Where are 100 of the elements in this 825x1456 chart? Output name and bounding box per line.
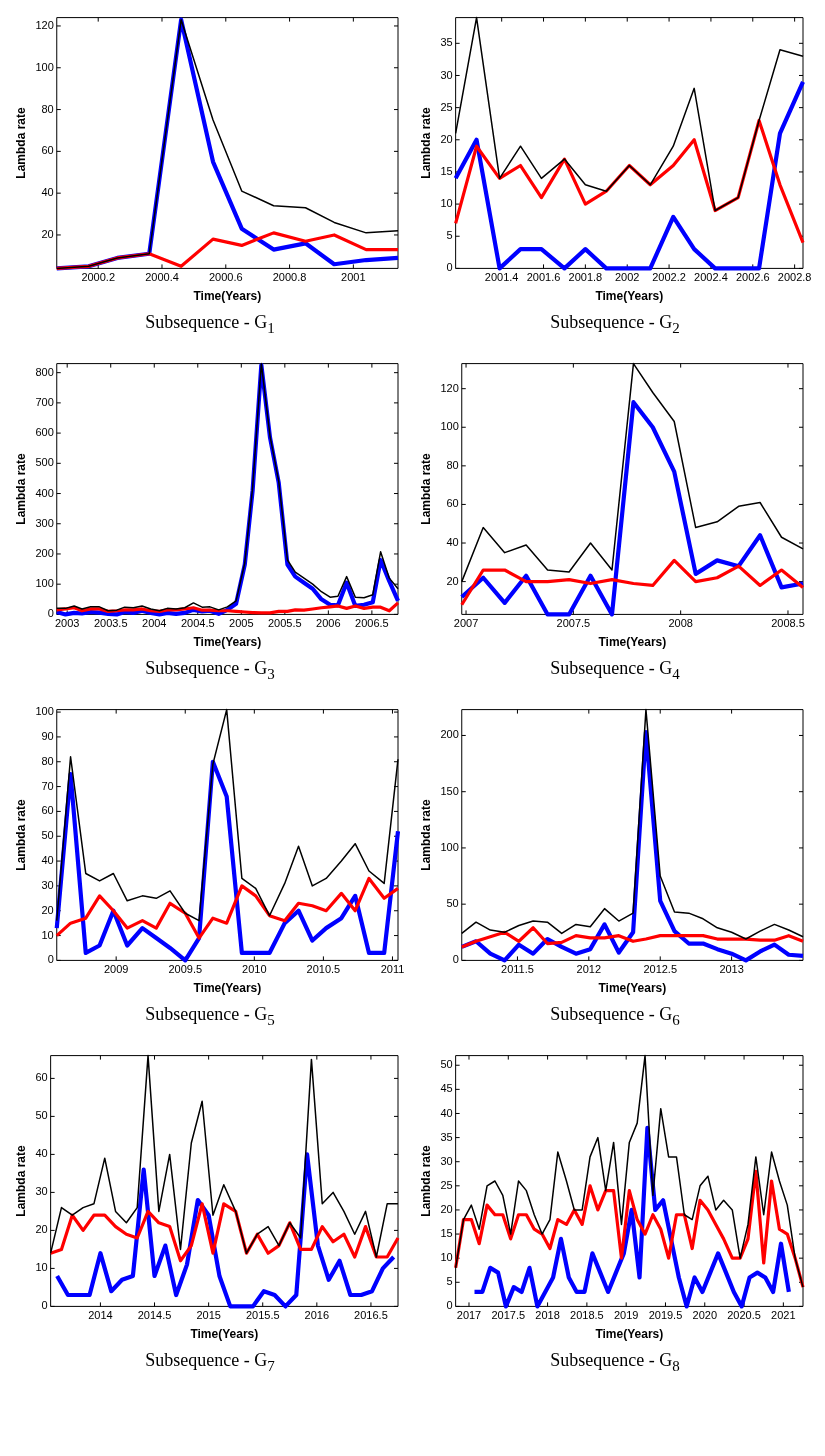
y-tick-label: 20 bbox=[41, 903, 54, 916]
y-tick-label: 0 bbox=[47, 607, 54, 620]
y-axis-title: Lambda rate bbox=[13, 1145, 28, 1217]
x-tick-label: 2002.4 bbox=[694, 271, 728, 284]
x-tick-label: 2000.4 bbox=[145, 271, 179, 284]
x-tick-label: 2003 bbox=[54, 617, 80, 630]
y-tick-label: 35 bbox=[440, 1130, 453, 1143]
y-axis-title: Lambda rate bbox=[418, 453, 433, 525]
y-tick-label: 30 bbox=[440, 68, 453, 81]
y-tick-label: 70 bbox=[41, 779, 54, 792]
x-tick-label: 2004 bbox=[142, 617, 167, 630]
x-axis-title: Time(Years) bbox=[598, 981, 667, 996]
y-tick-label: 0 bbox=[47, 953, 54, 966]
x-tick-label: 2019 bbox=[613, 1309, 639, 1322]
x-tick-label: 2011.5 bbox=[501, 963, 534, 976]
y-tick-label: 150 bbox=[440, 784, 459, 797]
text: Subsequence - G$_{5}$ bbox=[145, 1004, 275, 1030]
x-tick-label: 2002.8 bbox=[777, 271, 812, 284]
y-tick-label: 15 bbox=[440, 164, 453, 177]
y-tick-label: 0 bbox=[446, 1299, 453, 1312]
x-tick-label: 2005 bbox=[229, 617, 254, 630]
x-tick-label: 2005.5 bbox=[268, 617, 302, 630]
x-tick-label: 2002.6 bbox=[735, 271, 770, 284]
y-tick-label: 30 bbox=[440, 1154, 453, 1167]
y-tick-label: 50 bbox=[35, 1109, 48, 1122]
text: Subsequence - G$_{7}$ bbox=[145, 1350, 275, 1376]
y-axis-title: Lambda rate bbox=[418, 799, 433, 871]
text: Subsequence - G$_{1}$ bbox=[145, 312, 275, 338]
y-tick-label: 20 bbox=[41, 227, 54, 240]
y-tick-label: 60 bbox=[35, 1071, 48, 1084]
y-tick-label: 60 bbox=[446, 497, 459, 510]
y-axis-title: Lambda rate bbox=[13, 453, 28, 525]
x-axis-title: Time(Years) bbox=[193, 289, 262, 304]
y-tick-label: 40 bbox=[41, 854, 54, 867]
y-tick-label: 80 bbox=[41, 102, 54, 115]
y-tick-label: 10 bbox=[440, 197, 453, 210]
x-axis-title: Time(Years) bbox=[193, 635, 262, 650]
y-tick-label: 10 bbox=[41, 928, 54, 941]
x-tick-label: 2008.5 bbox=[771, 617, 805, 630]
text: Subsequence - G$_{4}$ bbox=[550, 658, 680, 684]
y-tick-label: 30 bbox=[35, 1185, 48, 1198]
x-tick-label: 2013 bbox=[719, 963, 744, 976]
y-tick-label: 25 bbox=[440, 100, 453, 113]
y-tick-label: 40 bbox=[446, 536, 459, 549]
x-tick-label: 2002.2 bbox=[652, 271, 686, 284]
x-tick-label: 2012.5 bbox=[643, 963, 678, 976]
x-tick-label: 2021 bbox=[771, 1309, 796, 1322]
text: Subsequence - G$_{6}$ bbox=[550, 1004, 680, 1030]
x-tick-label: 2016.5 bbox=[354, 1309, 388, 1322]
x-tick-label: 2015 bbox=[196, 1309, 221, 1322]
y-tick-label: 500 bbox=[35, 456, 54, 469]
y-tick-label: 40 bbox=[440, 1106, 453, 1119]
y-tick-label: 5 bbox=[446, 229, 453, 242]
x-tick-label: 2017 bbox=[456, 1309, 482, 1322]
x-axis-title: Time(Years) bbox=[595, 1327, 664, 1342]
y-tick-label: 100 bbox=[35, 577, 54, 590]
y-tick-label: 700 bbox=[35, 395, 54, 408]
y-tick-label: 60 bbox=[41, 144, 54, 157]
y-tick-label: 80 bbox=[446, 458, 459, 471]
x-tick-label: 2019.5 bbox=[648, 1309, 683, 1322]
x-tick-label: 2020.5 bbox=[727, 1309, 761, 1322]
y-tick-label: 100 bbox=[35, 60, 54, 73]
x-tick-label: 2002 bbox=[614, 271, 640, 284]
x-tick-label: 2000.8 bbox=[272, 271, 307, 284]
x-axis-title: Time(Years) bbox=[595, 289, 664, 304]
y-axis-title: Lambda rate bbox=[13, 107, 28, 179]
x-tick-label: 2014.5 bbox=[137, 1309, 172, 1322]
y-tick-label: 120 bbox=[35, 18, 54, 31]
y-tick-label: 20 bbox=[440, 1202, 453, 1215]
x-tick-label: 2018.5 bbox=[570, 1309, 604, 1322]
x-tick-label: 2007.5 bbox=[556, 617, 591, 630]
x-tick-label: 2003.5 bbox=[93, 617, 128, 630]
x-tick-label: 2018 bbox=[535, 1309, 560, 1322]
y-tick-label: 600 bbox=[35, 426, 54, 439]
x-tick-label: 2006 bbox=[316, 617, 341, 630]
x-tick-label: 2001.6 bbox=[526, 271, 561, 284]
y-tick-label: 200 bbox=[35, 547, 54, 559]
y-tick-label: 100 bbox=[440, 420, 459, 433]
text: Subsequence - G$_{8}$ bbox=[550, 1350, 680, 1376]
y-tick-label: 25 bbox=[440, 1178, 453, 1191]
text: Subsequence - G$_{3}$ bbox=[145, 658, 275, 684]
y-tick-label: 45 bbox=[440, 1082, 453, 1095]
x-tick-label: 2010.5 bbox=[306, 963, 341, 976]
y-tick-label: 20 bbox=[440, 132, 453, 145]
y-tick-label: 35 bbox=[440, 36, 453, 49]
y-tick-label: 60 bbox=[41, 804, 54, 817]
y-tick-label: 0 bbox=[41, 1299, 48, 1312]
x-axis-title: Time(Years) bbox=[193, 981, 262, 996]
x-tick-label: 2000.6 bbox=[208, 271, 243, 284]
y-tick-label: 40 bbox=[35, 1147, 48, 1160]
x-tick-label: 2011 bbox=[380, 963, 405, 976]
x-tick-label: 2009.5 bbox=[168, 963, 203, 976]
x-tick-label: 2000.2 bbox=[81, 271, 116, 284]
y-axis-title: Lambda rate bbox=[418, 107, 433, 179]
x-axis-title: Time(Years) bbox=[598, 635, 667, 650]
y-tick-label: 0 bbox=[452, 953, 459, 966]
y-tick-label: 80 bbox=[41, 754, 54, 767]
x-tick-label: 2001.8 bbox=[568, 271, 603, 284]
x-tick-label: 2007 bbox=[453, 617, 479, 630]
y-tick-label: 30 bbox=[41, 878, 54, 891]
